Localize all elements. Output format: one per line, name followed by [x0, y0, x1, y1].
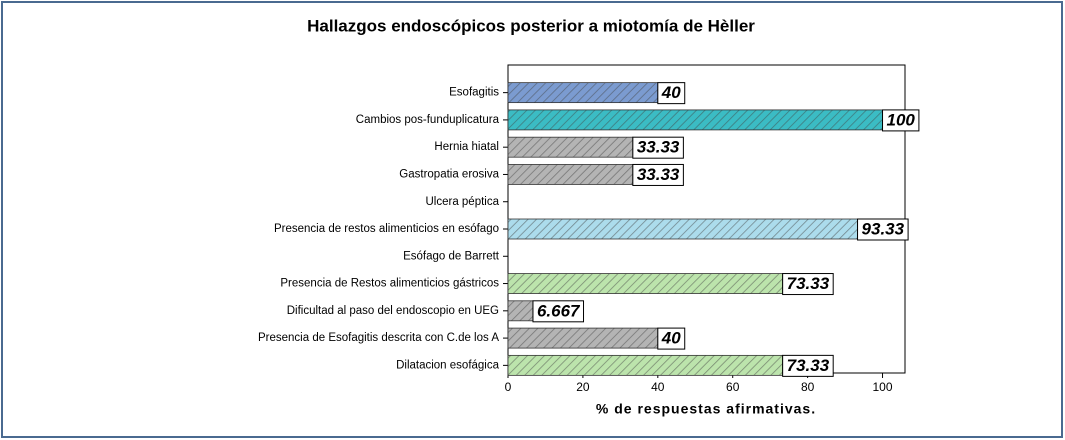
y-tick-label: Presencia de Restos alimenticios gástric…: [280, 278, 499, 290]
value-label: 40: [661, 83, 681, 102]
value-label-box: [782, 273, 834, 296]
value-label: 73.33: [787, 356, 830, 375]
y-tick-label: Ulcera péptica: [425, 196, 499, 208]
y-tick-label: Esófago de Barrett: [403, 250, 500, 262]
y-tick-label: Hernia hiatal: [434, 141, 499, 153]
value-label-box: [632, 163, 684, 186]
value-label-box: [857, 218, 909, 241]
y-tick-label: Esofagitis: [449, 87, 499, 99]
bar: [507, 273, 784, 294]
bar: [507, 218, 858, 240]
value-label-box: [882, 109, 920, 132]
bar: [507, 164, 634, 185]
value-label: 93.33: [862, 219, 905, 238]
y-tick-label: Presencia de restos alimenticios en esóf…: [274, 223, 499, 235]
y-tick-label: Cambios pos-funduplicatura: [356, 114, 500, 126]
value-label: 33.33: [637, 165, 680, 184]
bar: [507, 82, 659, 104]
y-tick-label: Presencia de Esofagitis descrita con C.d…: [258, 332, 499, 344]
value-label-box: [657, 327, 686, 350]
x-tick-label: 0: [505, 380, 512, 394]
bar: [507, 327, 659, 349]
bar: [507, 109, 883, 131]
y-tick-label: Gastropatia erosiva: [399, 168, 499, 180]
x-tick-label: 20: [576, 380, 590, 394]
value-label: 33.33: [637, 138, 680, 157]
value-label-box: [532, 300, 585, 323]
value-label: 73.33: [787, 274, 830, 293]
x-tick-label: 100: [873, 380, 893, 394]
y-tick-label: Dilatacion esofágica: [396, 359, 500, 371]
x-tick-label: 60: [726, 380, 740, 394]
x-tick-label: 40: [651, 380, 665, 394]
x-tick-label: 80: [801, 380, 815, 394]
value-label: 100: [887, 110, 916, 129]
bar: [507, 300, 534, 322]
y-tick-label: Dificultad al paso del endoscopio en UEG: [287, 305, 499, 317]
value-label-box: [782, 354, 834, 377]
bar: [507, 354, 784, 376]
bar: [507, 136, 634, 158]
value-label-box: [657, 82, 686, 105]
chart-title: Hallazgos endoscópicos posterior a mioto…: [307, 16, 755, 35]
value-label: 6.667: [537, 301, 581, 320]
x-axis-label: % de respuestas afirmativas.: [596, 401, 816, 417]
value-label-box: [632, 136, 684, 159]
value-label: 40: [661, 329, 681, 348]
